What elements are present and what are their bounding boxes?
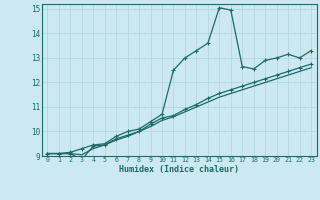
X-axis label: Humidex (Indice chaleur): Humidex (Indice chaleur) bbox=[119, 165, 239, 174]
